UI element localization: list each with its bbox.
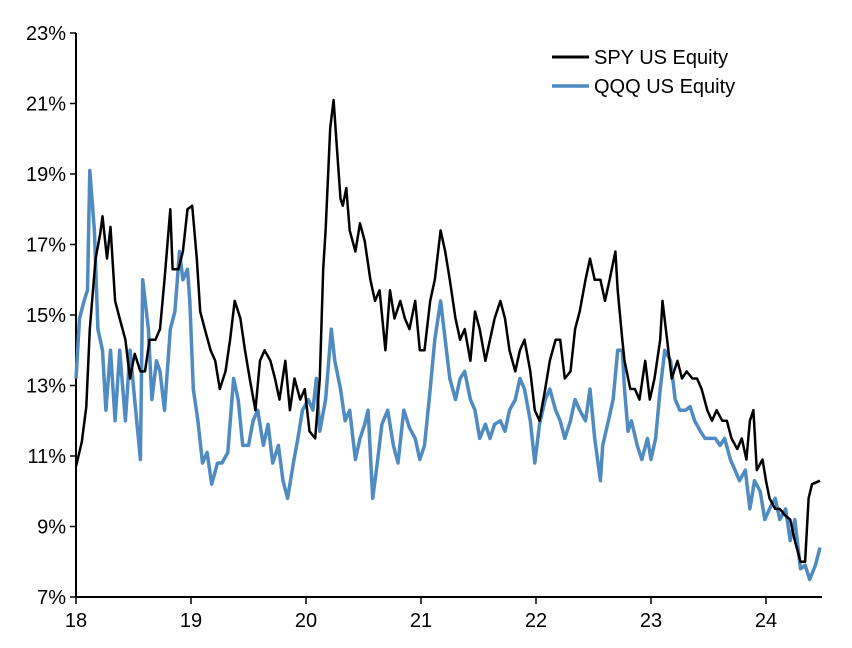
x-tick-label: 23 bbox=[640, 610, 662, 632]
y-tick-label: 23% bbox=[26, 23, 66, 45]
y-tick-label: 13% bbox=[26, 376, 66, 398]
series-line-qqq bbox=[74, 168, 822, 582]
x-tick-label: 22 bbox=[525, 610, 547, 632]
x-tick-label: 18 bbox=[65, 610, 87, 632]
y-tick-label: 9% bbox=[37, 517, 66, 539]
x-tick-label: 21 bbox=[410, 610, 432, 632]
y-tick-label: 21% bbox=[26, 94, 66, 116]
x-tick-label: 24 bbox=[755, 610, 777, 632]
y-tick-label: 19% bbox=[26, 164, 66, 186]
legend-label-spy: SPY US Equity bbox=[594, 47, 728, 69]
series-line-spy bbox=[74, 98, 821, 564]
y-tick-label: 7% bbox=[37, 587, 66, 609]
x-tick-label: 19 bbox=[180, 610, 202, 632]
y-tick-label: 17% bbox=[26, 235, 66, 257]
legend: SPY US Equity QQQ US Equity bbox=[552, 47, 735, 98]
legend-label-qqq: QQQ US Equity bbox=[594, 76, 735, 98]
axes: 7% 9% 11% 13% 15% 17% 19% 21% 23% 18 19 20 21 22 23 24 bbox=[26, 23, 822, 632]
x-tick-label: 20 bbox=[295, 610, 317, 632]
y-tick-label: 11% bbox=[27, 446, 66, 468]
series-lines bbox=[74, 98, 822, 582]
y-tick-label: 15% bbox=[26, 305, 66, 327]
